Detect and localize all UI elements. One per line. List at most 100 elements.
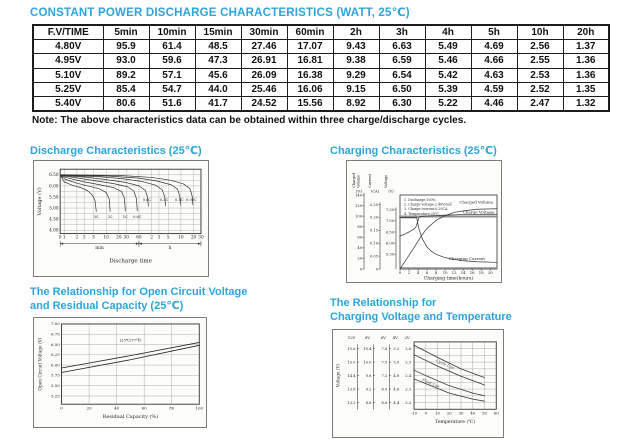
table-cell: 57.1: [148, 67, 196, 83]
svg-text:0: 0: [59, 235, 62, 240]
svg-text:Residual Capacity (%): Residual Capacity (%): [103, 413, 158, 420]
svg-text:2. Charge voltage:2.40V/cell: 2. Charge voltage:2.40V/cell: [404, 203, 452, 207]
svg-text:4: 4: [417, 270, 420, 275]
svg-text:8.8: 8.8: [366, 401, 372, 405]
table-cell: 95.9: [102, 39, 150, 55]
svg-text:0.15: 0.15: [370, 229, 379, 233]
table-cell: 26.91: [240, 53, 288, 69]
svg-text:4.00: 4.00: [49, 228, 59, 233]
table-header-cell: F.V/TIME: [32, 24, 104, 41]
svg-text:6V: 6V: [381, 335, 386, 340]
svg-text:10.0: 10.0: [363, 360, 372, 364]
svg-text:14.4: 14.4: [347, 374, 356, 378]
discharge-chart-title: Discharge Characteristics (25℃): [30, 145, 202, 157]
row-label-cell: 4.95V: [32, 53, 104, 69]
table-cell: 25.46: [240, 81, 288, 97]
table-header-cell: 5h: [470, 24, 518, 41]
table-cell: 1.35: [562, 81, 610, 97]
table-cell: 6.50: [378, 81, 426, 97]
svg-text:6.00: 6.00: [386, 241, 395, 245]
svg-text:8: 8: [435, 270, 438, 275]
discharge-chart-svg: 6.506.005.505.004.504.000 1 2 3 5 10 20 30 60 2 3 5…: [36, 168, 204, 265]
svg-text:0.20: 0.20: [370, 216, 379, 220]
svg-text:80: 80: [357, 225, 362, 229]
table-row: 5.25V 85.4 54.7 44.0 25.46 16.06 9.15 6.50 5.39 4…: [32, 81, 610, 97]
table-cell: 2.56: [516, 39, 564, 55]
table-cell: 9.29: [332, 67, 380, 83]
svg-text:6.50: 6.50: [51, 342, 60, 347]
table-header-cell: 60min: [286, 24, 334, 41]
svg-text:Volume: Volume: [357, 175, 361, 189]
table-cell: 9.15: [332, 81, 380, 97]
svg-text:16: 16: [470, 270, 475, 275]
svg-text:(CA): (CA): [371, 190, 380, 194]
table-row: 5.40V 80.6 51.6 41.7 24.52 15.56 8.92 6.30 5.22 4…: [32, 95, 610, 112]
table-cell: 4.59: [470, 81, 518, 97]
table-cell: 59.6: [148, 53, 196, 69]
table-cell: 6.30: [378, 95, 426, 112]
table-cell: 48.5: [194, 39, 242, 55]
svg-text:3: 3: [158, 235, 161, 240]
svg-text:Charged: Charged: [352, 172, 356, 188]
svg-text:140: 140: [355, 193, 363, 197]
svg-text:30: 30: [198, 235, 204, 240]
discharge-chart-section: Discharge Characteristics (25℃): [30, 144, 202, 158]
svg-text:6.00: 6.00: [51, 362, 60, 367]
svg-text:5.0: 5.0: [393, 360, 399, 364]
svg-text:0: 0: [425, 412, 428, 416]
table-cell: 27.46: [240, 39, 288, 55]
table-cell: 2.47: [516, 95, 564, 112]
table-cell: 6.63: [378, 39, 426, 55]
svg-text:2.3: 2.3: [405, 387, 411, 391]
svg-text:0.05C: 0.05C: [186, 198, 197, 202]
charging-chart-box: 0 20 40 60 80 100 120 140 Charged Volume (%) 0 0.05 0…: [346, 160, 502, 283]
table-header-cell: 15min: [194, 24, 242, 41]
table-header-cell: 2h: [332, 24, 380, 41]
table-header-cell: 5min: [102, 24, 150, 41]
table-header-cell: 10h: [516, 24, 564, 41]
svg-text:100: 100: [195, 406, 203, 411]
table-row: 4.95V 93.0 59.6 47.3 26.91 16.81 9.38 6.59 5.46 4…: [32, 53, 610, 69]
svg-text:0: 0: [360, 267, 363, 271]
table-header-cell: 10min: [148, 24, 196, 41]
table-cell: 1.32: [562, 95, 610, 112]
svg-text:Temperature (℃): Temperature (℃): [435, 418, 475, 425]
svg-text:4.4: 4.4: [393, 401, 399, 405]
table-cell: 26.09: [240, 67, 288, 83]
svg-text:5.50: 5.50: [51, 383, 60, 388]
svg-text:18: 18: [479, 270, 484, 275]
svg-text:5: 5: [92, 235, 95, 240]
svg-text:Charge Voltage: Charge Voltage: [463, 210, 495, 215]
svg-text:7.50: 7.50: [386, 208, 395, 212]
svg-text:1. Discharge:100%: 1. Discharge:100%: [404, 198, 436, 202]
svg-text:4.50: 4.50: [49, 217, 59, 222]
table-cell: 1.36: [562, 53, 610, 69]
table-cell: 16.06: [286, 81, 334, 97]
svg-text:(25℃/77℉): (25℃/77℉): [120, 339, 142, 343]
svg-text:0: 0: [60, 406, 63, 411]
table-cell: 4.66: [470, 53, 518, 69]
svg-text:Cycle Use: Cycle Use: [435, 359, 455, 371]
svg-text:20: 20: [357, 257, 362, 261]
table-cell: 5.42: [424, 67, 472, 83]
table-cell: 2.52: [516, 81, 564, 97]
svg-text:6.25: 6.25: [51, 352, 60, 357]
table-cell: 93.0: [102, 53, 150, 69]
svg-text:2.2: 2.2: [405, 401, 411, 405]
row-label-cell: 5.10V: [32, 67, 104, 83]
table-cell: 16.81: [286, 53, 334, 69]
svg-text:14: 14: [461, 270, 466, 275]
table-cell: 8.92: [332, 95, 380, 112]
table-cell: 24.52: [240, 95, 288, 112]
svg-text:5.2: 5.2: [393, 347, 399, 351]
discharge-table-wrap: F.V/TIME 5min 10min 15min 30min 60min 2h 3h 4h 5h…: [32, 24, 610, 113]
svg-text:8V: 8V: [365, 335, 370, 340]
svg-text:10: 10: [104, 235, 110, 240]
svg-text:0.25: 0.25: [370, 203, 379, 207]
svg-text:2: 2: [408, 270, 411, 275]
table-cell: 54.7: [148, 81, 196, 97]
table-header-cell: 4h: [424, 24, 472, 41]
svg-text:7.8: 7.8: [381, 347, 387, 351]
